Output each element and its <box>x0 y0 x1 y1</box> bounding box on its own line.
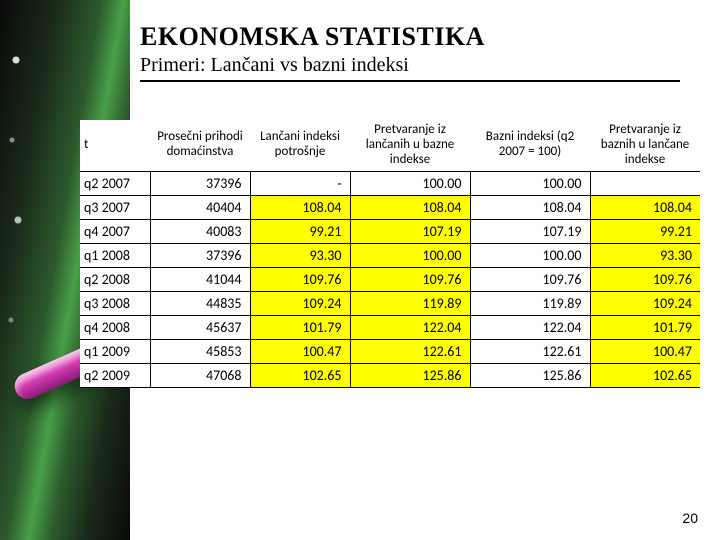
cell-value: 99.21 <box>250 219 350 243</box>
cell-value: 100.00 <box>350 243 470 267</box>
cell-value: 125.86 <box>470 363 590 387</box>
table-row: q2 200737396-100.00100.00 <box>80 171 700 195</box>
slide-subtitle: Primeri: Lančani vs bazni indeksi <box>140 54 680 82</box>
cell-value: 109.24 <box>590 291 700 315</box>
cell-value <box>590 171 700 195</box>
table-row: q2 200841044109.76109.76109.76109.76 <box>80 267 700 291</box>
cell-value: 108.04 <box>250 195 350 219</box>
cell-value: 107.19 <box>350 219 470 243</box>
cell-value: - <box>250 171 350 195</box>
page-number: 20 <box>682 510 698 526</box>
cell-value: 100.47 <box>590 339 700 363</box>
table-header-row: t Prosečni prihodi domaćinstva Lančani i… <box>80 120 700 171</box>
cell-value: 102.65 <box>590 363 700 387</box>
cell-period: q4 2007 <box>80 219 150 243</box>
cell-value: 44835 <box>150 291 250 315</box>
cell-value: 109.76 <box>590 267 700 291</box>
data-table-container: t Prosečni prihodi domaćinstva Lančani i… <box>80 120 700 388</box>
cell-period: q2 2009 <box>80 363 150 387</box>
cell-value: 102.65 <box>250 363 350 387</box>
cell-value: 125.86 <box>350 363 470 387</box>
col-chain-to-base: Pretvaranje iz lančanih u bazne indekse <box>350 120 470 171</box>
cell-value: 108.04 <box>470 195 590 219</box>
cell-value: 40404 <box>150 195 250 219</box>
cell-period: q1 2008 <box>80 243 150 267</box>
cell-value: 101.79 <box>250 315 350 339</box>
cell-value: 100.00 <box>470 243 590 267</box>
cell-value: 93.30 <box>590 243 700 267</box>
cell-value: 100.00 <box>350 171 470 195</box>
cell-value: 122.04 <box>350 315 470 339</box>
cell-period: q4 2008 <box>80 315 150 339</box>
table-row: q3 200844835109.24119.89119.89109.24 <box>80 291 700 315</box>
slide-content: EKONOMSKA STATISTIKA Primeri: Lančani vs… <box>140 22 700 114</box>
table-row: q1 20083739693.30100.00100.0093.30 <box>80 243 700 267</box>
cell-value: 40083 <box>150 219 250 243</box>
cell-value: 109.76 <box>350 267 470 291</box>
cell-value: 108.04 <box>350 195 470 219</box>
cell-value: 47068 <box>150 363 250 387</box>
cell-value: 108.04 <box>590 195 700 219</box>
col-period: t <box>80 120 150 171</box>
col-income: Prosečni prihodi domaćinstva <box>150 120 250 171</box>
cell-value: 45637 <box>150 315 250 339</box>
cell-value: 101.79 <box>590 315 700 339</box>
table-row: q2 200947068102.65125.86125.86102.65 <box>80 363 700 387</box>
cell-value: 122.04 <box>470 315 590 339</box>
table-row: q4 200845637101.79122.04122.04101.79 <box>80 315 700 339</box>
index-table: t Prosečni prihodi domaćinstva Lančani i… <box>80 120 700 388</box>
table-row: q4 20074008399.21107.19107.1999.21 <box>80 219 700 243</box>
cell-period: q3 2007 <box>80 195 150 219</box>
cell-value: 109.76 <box>250 267 350 291</box>
cell-value: 45853 <box>150 339 250 363</box>
cell-value: 41044 <box>150 267 250 291</box>
cell-value: 100.00 <box>470 171 590 195</box>
cell-value: 37396 <box>150 171 250 195</box>
cell-value: 100.47 <box>250 339 350 363</box>
cell-period: q3 2008 <box>80 291 150 315</box>
cell-value: 109.24 <box>250 291 350 315</box>
cell-value: 122.61 <box>470 339 590 363</box>
cell-period: q1 2009 <box>80 339 150 363</box>
cell-value: 119.89 <box>470 291 590 315</box>
cell-value: 37396 <box>150 243 250 267</box>
cell-period: q2 2008 <box>80 267 150 291</box>
table-row: q3 200740404108.04108.04108.04108.04 <box>80 195 700 219</box>
cell-value: 122.61 <box>350 339 470 363</box>
cell-value: 119.89 <box>350 291 470 315</box>
col-base: Bazni indeksi (q2 2007 = 100) <box>470 120 590 171</box>
table-row: q1 200945853100.47122.61122.61100.47 <box>80 339 700 363</box>
col-chain: Lančani indeksi potrošnje <box>250 120 350 171</box>
col-base-to-chain: Pretvaranje iz baznih u lančane indekse <box>590 120 700 171</box>
cell-value: 107.19 <box>470 219 590 243</box>
cell-value: 93.30 <box>250 243 350 267</box>
slide-title: EKONOMSKA STATISTIKA <box>140 22 700 52</box>
table-body: q2 200737396-100.00100.00q3 200740404108… <box>80 171 700 387</box>
cell-value: 109.76 <box>470 267 590 291</box>
cell-period: q2 2007 <box>80 171 150 195</box>
cell-value: 99.21 <box>590 219 700 243</box>
